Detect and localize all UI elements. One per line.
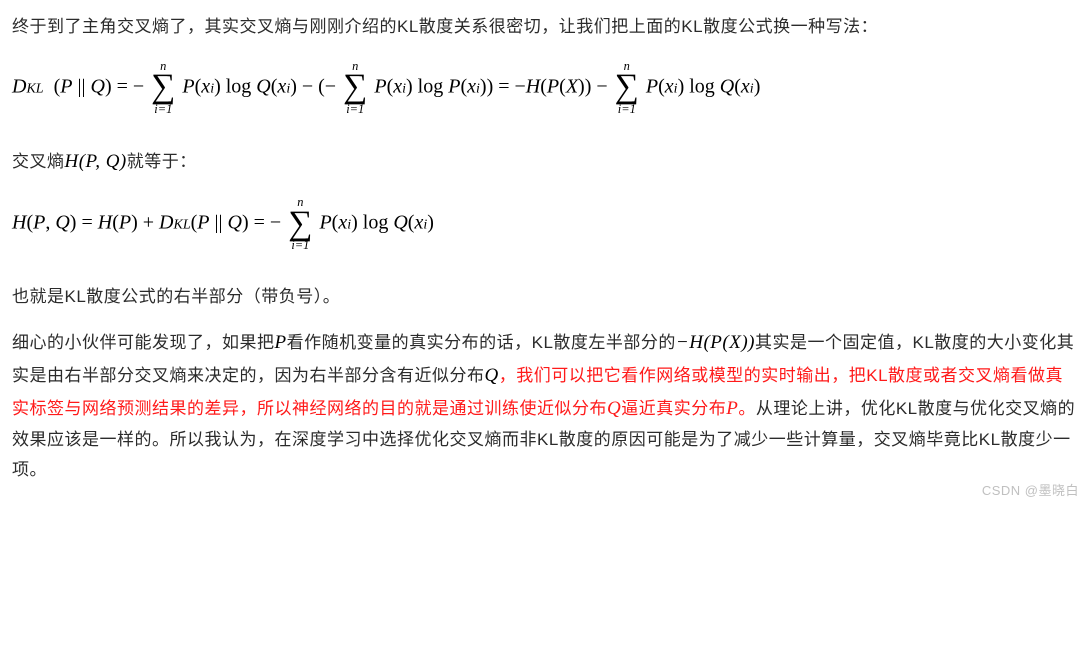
math-text: P bbox=[182, 75, 194, 97]
text: 就等于： bbox=[127, 152, 197, 171]
inline-Q-red: Q bbox=[607, 398, 621, 419]
paragraph-1: 终于到了主角交叉熵了，其实交叉熵与刚刚介绍的KL散度关系很密切，让我们把上面的K… bbox=[12, 12, 1079, 42]
summation-1: n ∑ i=1 bbox=[151, 60, 175, 115]
text: 看作随机变量的真实分布的话，KL散度左半部分的 bbox=[287, 333, 676, 352]
equation-cross-entropy: H(P, Q) = H(P) + DKL(P || Q) = − n ∑ i=1… bbox=[12, 196, 1079, 251]
math-text: (P || Q) = − bbox=[49, 75, 150, 97]
paragraph-4: 细心的小伙伴可能发现了，如果把P看作随机变量的真实分布的话，KL散度左半部分的−… bbox=[12, 326, 1079, 485]
text: 交叉熵 bbox=[12, 152, 65, 171]
equation-kl-expanded: DKL (P || Q) = − n ∑ i=1 P(xi) log Q(xi)… bbox=[12, 60, 1079, 115]
math-kl-sub: KL bbox=[26, 81, 43, 96]
highlight-text-2: 逼近真实分布 bbox=[621, 399, 726, 418]
summation-2: n ∑ i=1 bbox=[343, 60, 367, 115]
inline-P: P bbox=[275, 332, 287, 353]
inline-P-red: P bbox=[726, 398, 738, 419]
summation-3: n ∑ i=1 bbox=[615, 60, 639, 115]
inline-math-HPQ: H(P, Q) bbox=[65, 151, 127, 172]
paragraph-2: 交叉熵H(P, Q)就等于： bbox=[12, 145, 1079, 178]
paragraph-3: 也就是KL散度公式的右半部分（带负号）。 bbox=[12, 282, 1079, 312]
summation-4: n ∑ i=1 bbox=[288, 196, 312, 251]
sigma-symbol: ∑ bbox=[151, 68, 175, 105]
inline-HPX: −H(P(X)) bbox=[676, 332, 755, 353]
math-D: D bbox=[12, 75, 26, 97]
sum-lower: i=1 bbox=[151, 103, 175, 115]
inline-Q: Q bbox=[485, 365, 499, 386]
highlight-text-3: 。 bbox=[738, 399, 756, 418]
text: 细心的小伙伴可能发现了，如果把 bbox=[12, 333, 275, 352]
